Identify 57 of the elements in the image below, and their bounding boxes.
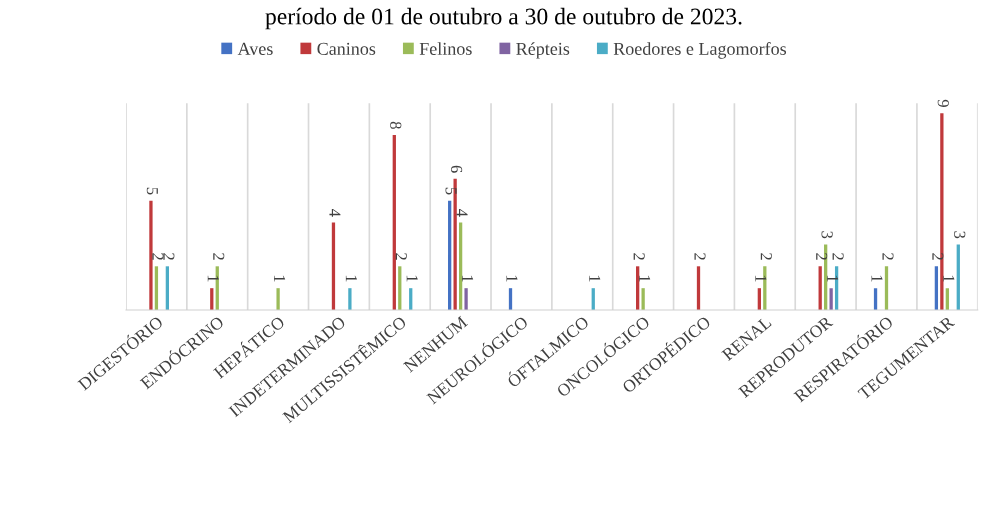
bar	[636, 266, 640, 311]
data-label: 1	[755, 275, 767, 282]
legend-label: Caninos	[317, 42, 376, 55]
data-label: 1	[827, 275, 839, 282]
data-label: 1	[871, 275, 883, 282]
bar	[165, 266, 170, 311]
data-label: 2	[694, 253, 706, 260]
bar	[398, 266, 402, 311]
data-label: 2	[395, 253, 407, 260]
data-label: 2	[882, 253, 894, 260]
data-label: 1	[589, 275, 601, 282]
data-label: 1	[207, 275, 219, 282]
data-label: 2	[932, 253, 944, 260]
data-label: 3	[954, 231, 966, 239]
data-label: 2	[163, 253, 175, 260]
data-label: 9	[937, 99, 949, 107]
data-label: 2	[760, 253, 772, 260]
bar	[348, 288, 352, 311]
bar	[154, 266, 159, 311]
bar	[149, 200, 153, 311]
bar	[696, 266, 701, 311]
data-label: 3	[821, 231, 833, 239]
data-label: 4	[329, 208, 341, 217]
bar	[818, 266, 822, 311]
bar	[956, 244, 960, 311]
bar	[392, 135, 396, 311]
legend-label: Aves	[237, 42, 273, 55]
data-label: 5	[445, 187, 457, 195]
bar	[331, 222, 336, 311]
bar	[641, 288, 645, 311]
data-label: 1	[639, 275, 651, 282]
legend-label: Felinos	[419, 42, 472, 55]
data-label: 1	[462, 275, 474, 282]
data-label: 5	[146, 187, 158, 195]
bar	[464, 288, 468, 311]
data-label: 6	[450, 165, 463, 173]
bar	[934, 266, 939, 311]
bar	[448, 200, 452, 311]
bar	[458, 222, 463, 311]
legend-label: Répteis	[516, 42, 570, 59]
data-label: 2	[152, 253, 164, 260]
data-label: 1	[406, 275, 418, 282]
data-label: 2	[816, 253, 828, 260]
bar	[884, 266, 889, 311]
data-label: 1	[506, 275, 518, 282]
data-label: 1	[943, 275, 955, 282]
data-label: 2	[633, 253, 645, 260]
bar	[829, 288, 833, 311]
legend-label: Roedores e Lagomorfos	[613, 42, 787, 59]
data-label: 1	[345, 275, 357, 282]
data-label: 2	[213, 253, 225, 260]
data-label: 2	[832, 253, 844, 260]
chart-title: período de 01 de outubro a 30 de outubro de 2023.	[265, 7, 742, 30]
data-label: 4	[456, 208, 468, 217]
bar	[276, 288, 280, 311]
data-label: 8	[390, 121, 402, 129]
data-label: 1	[274, 275, 286, 282]
